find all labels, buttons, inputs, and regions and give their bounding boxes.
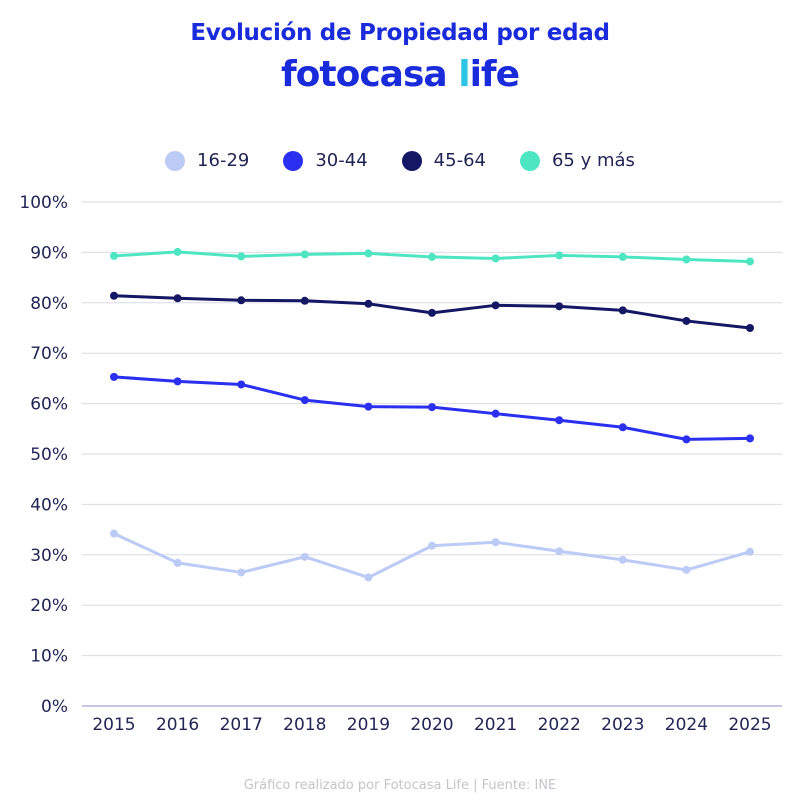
data-point xyxy=(428,403,436,412)
legend-label: 30-44 xyxy=(315,150,368,171)
y-tick-label: 20% xyxy=(30,596,68,616)
data-point xyxy=(491,254,500,263)
chart-title: Evolución de Propiedad por edad xyxy=(190,20,610,46)
legend-swatch xyxy=(401,150,422,171)
y-tick-label: 80% xyxy=(30,294,68,314)
x-tick-label: 2023 xyxy=(601,715,644,735)
x-tick-label: 2024 xyxy=(665,715,708,735)
data-point xyxy=(300,552,309,561)
data-point xyxy=(555,547,564,556)
data-point xyxy=(110,251,118,260)
y-tick-label: 40% xyxy=(30,495,68,515)
data-point xyxy=(173,247,182,256)
data-point xyxy=(428,308,436,317)
legend-swatch xyxy=(519,150,540,171)
data-point xyxy=(746,547,754,556)
data-point xyxy=(746,434,754,443)
data-point xyxy=(364,402,373,411)
x-tick-label: 2018 xyxy=(283,715,326,735)
data-point xyxy=(364,299,373,308)
y-tick-label: 50% xyxy=(30,445,68,465)
y-tick-label: 90% xyxy=(30,243,68,263)
data-point xyxy=(237,380,246,389)
data-point xyxy=(300,296,309,305)
legend-swatch xyxy=(165,150,186,171)
legend-item: 30-44 xyxy=(283,150,368,171)
x-tick-label: 2015 xyxy=(92,715,135,735)
data-point xyxy=(110,529,118,538)
data-point xyxy=(555,416,564,425)
legend-label: 16-29 xyxy=(197,150,250,171)
data-point xyxy=(173,558,182,567)
data-point xyxy=(618,555,627,564)
y-tick-label: 0% xyxy=(41,697,68,717)
data-point xyxy=(682,255,691,264)
source-footer: Gráfico realizado por Fotocasa Life | Fu… xyxy=(243,778,557,793)
series-line xyxy=(113,532,751,579)
data-point xyxy=(555,251,564,260)
data-point xyxy=(110,291,118,300)
data-point xyxy=(428,541,436,550)
data-point xyxy=(237,568,246,577)
brand-logo: fotocasa life xyxy=(0,54,800,95)
data-point xyxy=(173,377,182,386)
data-point xyxy=(746,257,754,266)
chart-legend: 16-29 30-44 45-64 65 y más xyxy=(0,150,800,171)
data-point xyxy=(491,409,500,418)
data-point xyxy=(682,316,691,325)
legend-label: 45-64 xyxy=(433,150,486,171)
data-point xyxy=(300,396,309,405)
data-point xyxy=(618,252,627,261)
x-tick-label: 2025 xyxy=(728,715,771,735)
legend-item: 45-64 xyxy=(401,150,486,171)
data-point xyxy=(428,252,436,261)
y-tick-label: 30% xyxy=(30,546,68,566)
data-point xyxy=(491,538,500,547)
y-tick-label: 60% xyxy=(30,395,68,415)
y-tick-label: 10% xyxy=(30,647,68,667)
brand-accent: l xyxy=(458,54,470,95)
data-point xyxy=(364,249,373,258)
data-point xyxy=(300,250,309,259)
data-point xyxy=(364,573,373,582)
data-point xyxy=(555,302,564,311)
y-tick-label: 70% xyxy=(30,344,68,364)
data-point xyxy=(618,306,627,315)
legend-item: 16-29 xyxy=(165,150,249,171)
x-tick-label: 2017 xyxy=(220,715,263,735)
legend-item: 65 y más xyxy=(519,150,635,171)
x-tick-label: 2022 xyxy=(538,715,581,735)
data-point xyxy=(682,565,691,574)
legend-label: 65 y más xyxy=(551,150,635,171)
x-tick-label: 2016 xyxy=(156,715,199,735)
data-point xyxy=(746,324,754,332)
data-point xyxy=(682,435,691,444)
data-point xyxy=(237,252,246,261)
brand-rest: ife xyxy=(469,54,520,95)
data-point xyxy=(110,372,118,381)
x-tick-label: 2020 xyxy=(410,715,453,735)
data-point xyxy=(173,294,182,303)
data-point xyxy=(491,301,500,310)
y-tick-label: 100% xyxy=(19,193,68,213)
x-tick-label: 2021 xyxy=(474,715,517,735)
legend-swatch xyxy=(283,150,304,171)
data-point xyxy=(618,423,627,432)
data-point xyxy=(237,296,246,305)
x-tick-label: 2019 xyxy=(347,715,390,735)
brand-main: fotocasa xyxy=(281,54,459,95)
